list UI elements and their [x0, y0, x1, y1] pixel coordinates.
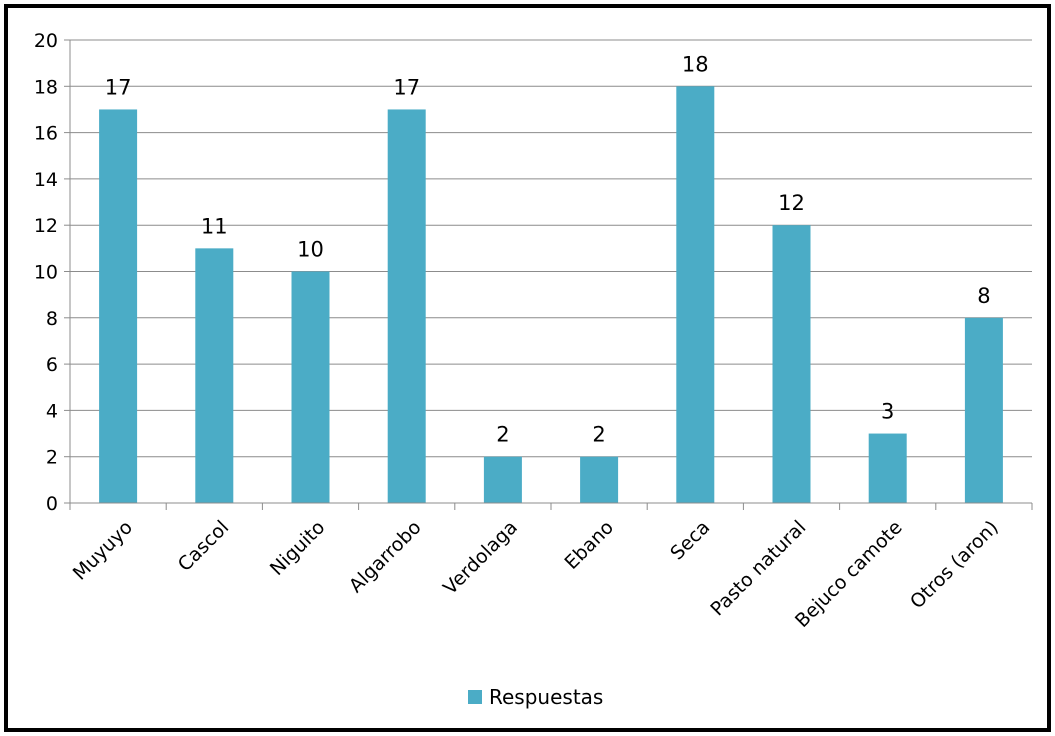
data-labels: 17 11 10 17 2 2 18 12 3 8 [105, 52, 991, 446]
data-label: 17 [105, 75, 132, 99]
data-label: 2 [592, 423, 605, 447]
y-axis: 0 2 4 6 8 10 12 14 16 18 20 [34, 30, 71, 515]
legend: Respuestas [468, 685, 603, 709]
x-category-label: Cascol [174, 516, 234, 576]
data-label: 8 [977, 284, 990, 308]
bar [964, 317, 1003, 503]
data-label: 11 [201, 214, 228, 238]
bar [580, 456, 619, 503]
x-category-label: Muyuyo [69, 516, 137, 584]
data-label: 17 [393, 75, 420, 99]
data-label: 3 [881, 400, 894, 424]
data-label: 18 [682, 52, 709, 76]
legend-swatch [468, 690, 482, 704]
bar [195, 248, 234, 503]
x-category-label: Ebano [560, 516, 618, 574]
bars [99, 86, 1003, 504]
x-category-label: Niguito [266, 516, 330, 580]
x-category-label: Pasto natural [706, 516, 810, 620]
y-tick-label: 4 [46, 400, 58, 422]
y-tick-label: 12 [34, 215, 58, 237]
bar [772, 225, 811, 503]
y-tick-label: 14 [34, 169, 58, 191]
y-tick-label: 2 [46, 447, 58, 469]
y-tick-label: 18 [34, 76, 58, 98]
data-label: 10 [297, 238, 324, 262]
y-tick-label: 0 [46, 493, 58, 515]
legend-label: Respuestas [489, 685, 603, 709]
bar [99, 109, 138, 503]
bar [291, 271, 330, 503]
y-tick-label: 10 [34, 262, 58, 284]
y-tick-label: 16 [34, 123, 58, 145]
chart-frame [4, 4, 1051, 732]
bar [868, 433, 907, 503]
x-category-label: Otros (aron) [906, 516, 1003, 613]
x-category-label: Algarrobo [345, 516, 426, 597]
bar [387, 109, 426, 503]
y-tick-label: 6 [46, 354, 58, 376]
x-category-label: Seca [666, 516, 714, 564]
data-label: 12 [778, 191, 805, 215]
y-tick-label: 8 [46, 308, 58, 330]
x-category-label: Verdolaga [439, 516, 522, 599]
data-label: 2 [496, 423, 509, 447]
bar [676, 86, 715, 504]
bar [483, 456, 522, 503]
y-tick-label: 20 [34, 30, 58, 52]
x-axis: Muyuyo Cascol Niguito Algarrobo Verdolaga Eba… [69, 502, 1033, 632]
